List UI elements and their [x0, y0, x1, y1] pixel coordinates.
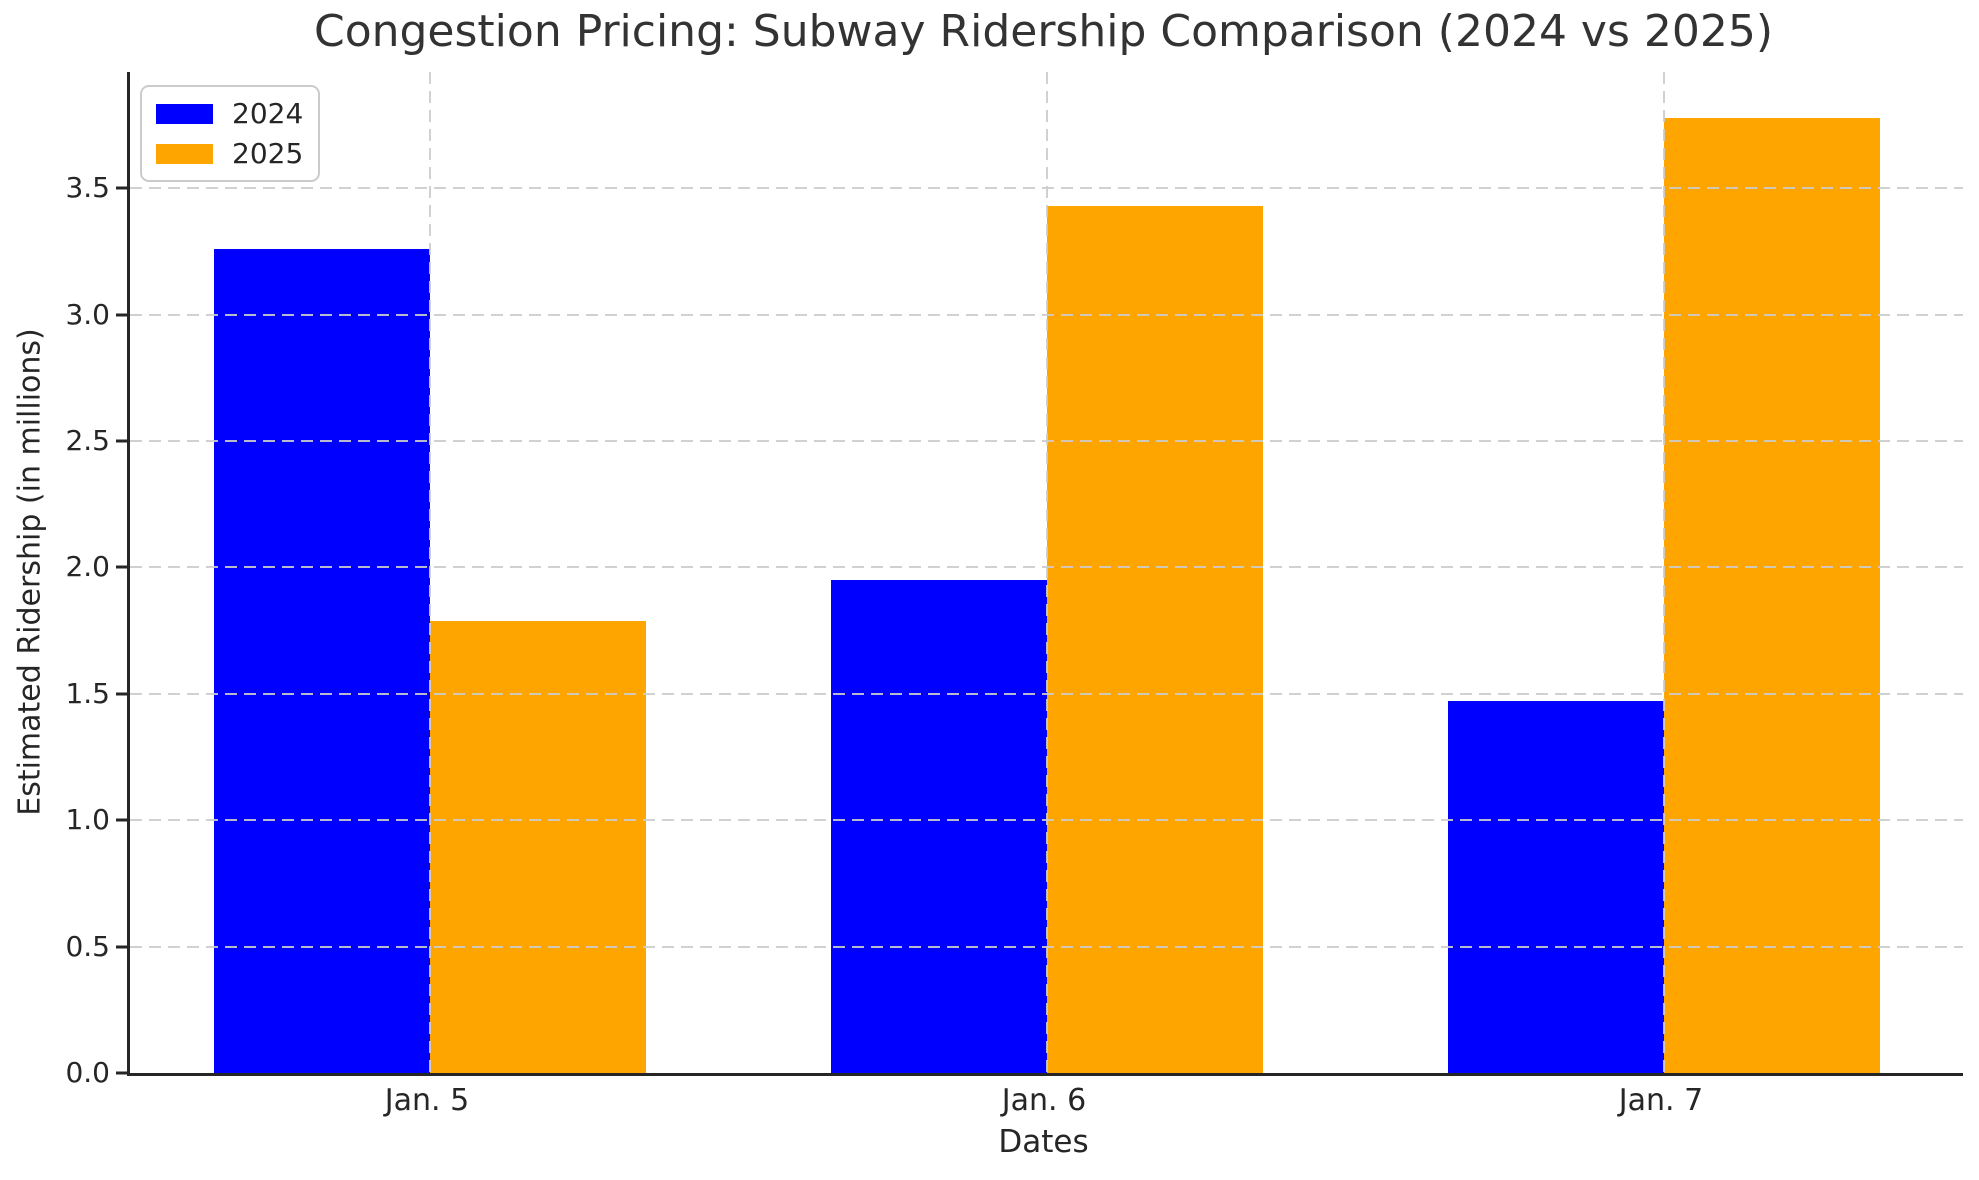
y-tick-label: 2.5 — [65, 424, 110, 458]
gridline-vertical — [429, 72, 431, 1073]
legend-swatch-2025 — [156, 143, 213, 164]
x-axis-label: Dates — [998, 1124, 1089, 1160]
y-tick-label: 0.0 — [65, 1056, 110, 1089]
bar-2024-jan-7 — [1448, 701, 1664, 1073]
x-tick-label: Jan. 5 — [384, 1083, 470, 1118]
legend-item-2025: 2025 — [156, 139, 303, 168]
y-tick-label: 1.0 — [65, 803, 110, 837]
y-tick-mark — [116, 313, 127, 317]
legend-item-2024: 2024 — [156, 99, 303, 128]
legend: 2024 2025 — [140, 85, 321, 182]
y-tick-mark — [116, 439, 127, 443]
gridline-vertical — [1046, 72, 1048, 1073]
y-tick-label: 0.5 — [65, 929, 110, 963]
y-tick-mark — [116, 945, 127, 949]
y-tick-mark — [116, 818, 127, 822]
chart-title: Congestion Pricing: Subway Ridership Com… — [313, 6, 1774, 57]
bar-2025-jan-7 — [1664, 117, 1880, 1073]
x-tick-label: Jan. 6 — [1001, 1083, 1087, 1118]
legend-label: 2025 — [232, 137, 304, 170]
bar-2024-jan-6 — [831, 580, 1047, 1073]
legend-label: 2024 — [232, 97, 304, 130]
y-tick-mark — [116, 692, 127, 696]
y-tick-mark — [116, 565, 127, 569]
y-tick-label: 3.0 — [65, 297, 110, 331]
y-tick-label: 2.0 — [65, 550, 110, 584]
bar-2024-jan-5 — [214, 248, 430, 1073]
x-tick-label: Jan. 7 — [1618, 1083, 1704, 1118]
bar-2025-jan-5 — [430, 620, 646, 1073]
y-tick-mark — [116, 1071, 127, 1075]
plot-area — [127, 72, 1963, 1076]
bar-2025-jan-6 — [1047, 205, 1263, 1073]
y-tick-label: 3.5 — [65, 171, 110, 205]
y-tick-mark — [116, 186, 127, 190]
gridline-vertical — [1663, 72, 1665, 1073]
y-tick-label: 1.5 — [65, 676, 110, 710]
legend-swatch-2024 — [156, 103, 213, 124]
